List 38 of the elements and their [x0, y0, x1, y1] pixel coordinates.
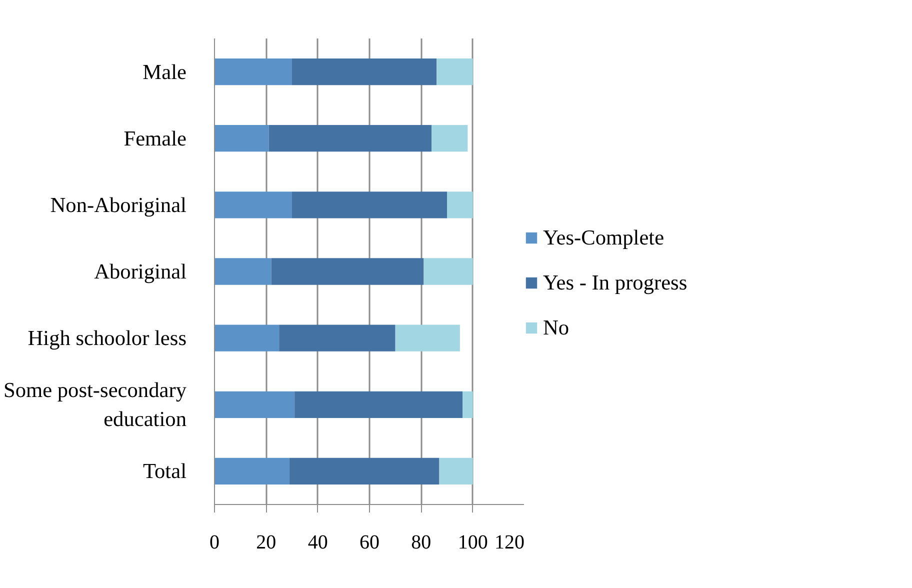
- y-tick-label: Some post-secondary education: [3, 378, 187, 432]
- x-tick-label: 120: [494, 532, 524, 554]
- bar: [462, 391, 473, 418]
- y-tick-label: Non-Aboriginal: [50, 192, 187, 217]
- legend-label: Yes-Complete: [543, 225, 664, 250]
- y-tick-label: Female: [124, 126, 187, 150]
- bar: [447, 192, 473, 218]
- bar: [214, 258, 272, 285]
- bar: [439, 458, 473, 485]
- x-tick-label: 20: [256, 532, 276, 554]
- bar: [279, 324, 396, 352]
- bar: [292, 192, 447, 218]
- y-tick-label: High schoolor less: [28, 326, 186, 350]
- bar: [292, 58, 437, 86]
- x-tick-label: 80: [411, 532, 432, 554]
- bar: [214, 192, 292, 218]
- bar: [294, 391, 462, 418]
- bar: [214, 125, 269, 152]
- bar: [214, 391, 295, 418]
- bar: [271, 258, 424, 285]
- x-tick-label: 60: [360, 532, 380, 554]
- y-tick-label: Total: [142, 459, 187, 484]
- y-tick-label: Aboriginal: [94, 260, 187, 284]
- bar: [424, 258, 473, 285]
- legend-label: Yes - In progress: [543, 270, 688, 295]
- bar: [268, 125, 432, 152]
- x-tick-label: 100: [458, 532, 488, 554]
- x-tick-label: 0: [210, 532, 220, 554]
- legend-label: No: [543, 315, 570, 340]
- bar: [214, 324, 280, 352]
- y-tick-label: Male: [142, 60, 187, 84]
- bar: [436, 58, 473, 86]
- bar: [214, 58, 292, 86]
- bar: [432, 125, 468, 152]
- bar: [289, 458, 440, 485]
- bar: [214, 458, 290, 485]
- bar: [395, 324, 460, 352]
- x-tick-label: 40: [308, 532, 328, 554]
